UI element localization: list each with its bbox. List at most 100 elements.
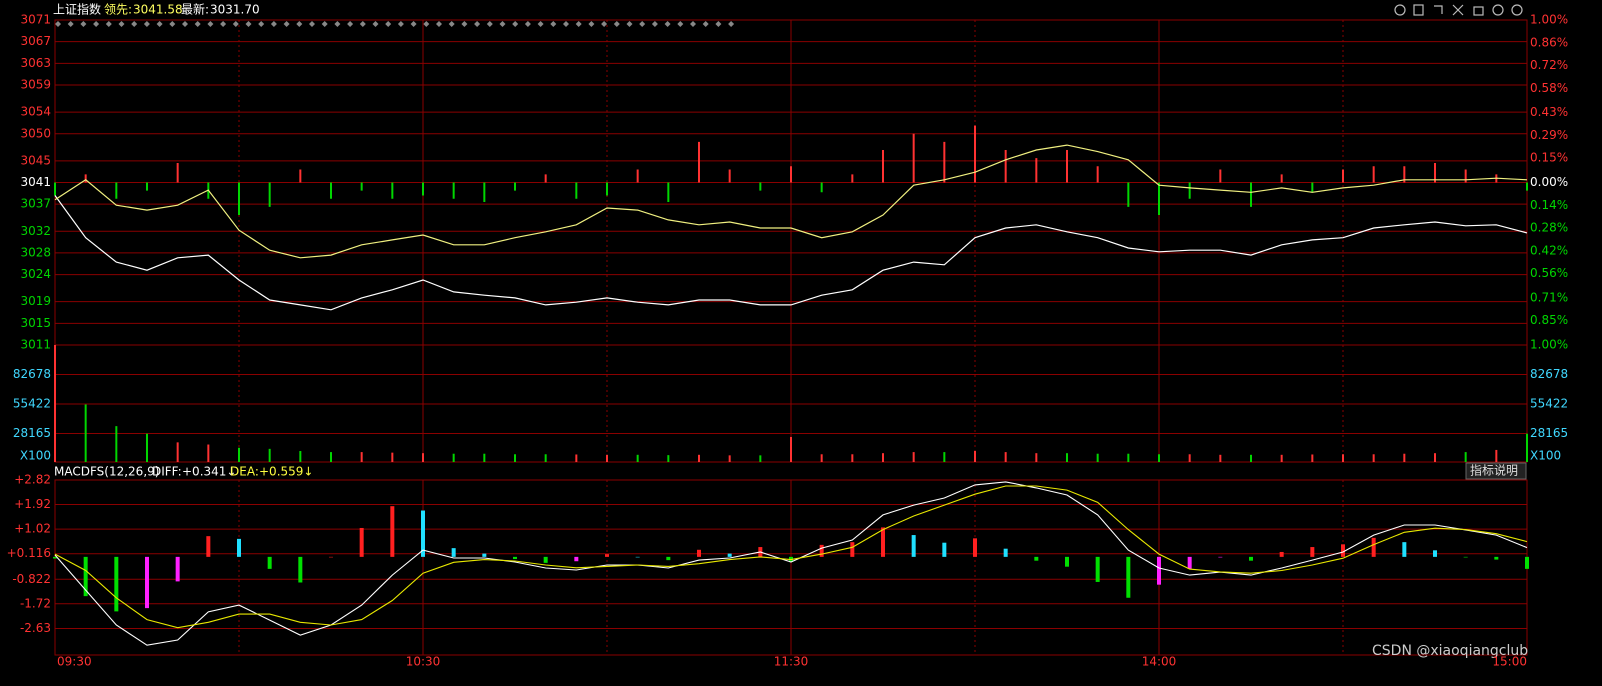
button-label[interactable]: 指标说明 <box>1470 463 1518 478</box>
macd-histogram-bar <box>850 542 855 557</box>
lead-bar <box>606 182 608 196</box>
lead-bar <box>1464 169 1467 183</box>
icon[interactable] <box>1413 4 1424 16</box>
macd-histogram-bar <box>1065 556 1069 567</box>
marker-diamond <box>169 21 176 27</box>
y2-tick-label: 0.72% <box>1530 58 1568 72</box>
y-tick-label: 3037 <box>20 197 51 211</box>
icon[interactable] <box>1434 5 1443 14</box>
indicator-button[interactable]: 指标说明 <box>1465 462 1527 480</box>
marker-diamond <box>448 21 455 27</box>
lead-bar <box>115 182 118 199</box>
macd-tick-label: +0.116 <box>7 546 51 560</box>
y2-tick-label: 0.42% <box>1530 243 1568 257</box>
lead-bar <box>1219 169 1222 183</box>
lead-bar <box>84 174 87 183</box>
lead-value: 3041.58 <box>133 3 183 17</box>
lead-bar <box>1004 150 1007 183</box>
macd-tick-label: -2.63 <box>20 621 51 635</box>
marker-diamond <box>67 21 74 27</box>
volume-bar <box>882 453 884 462</box>
volume-bar <box>238 447 240 462</box>
y-tick-label: 3067 <box>20 34 51 48</box>
volume-bar <box>1311 454 1314 462</box>
lead-bar <box>1066 150 1068 183</box>
icon[interactable] <box>1452 4 1464 16</box>
volume-bar <box>176 442 179 462</box>
y2-tick-label: 0.29% <box>1530 128 1568 142</box>
lead-bar <box>820 182 823 193</box>
volume-tick-label: 82678 <box>13 367 51 381</box>
latest-label: 最新: <box>181 2 209 17</box>
button-box[interactable] <box>1465 462 1527 480</box>
volume-bar <box>391 452 394 462</box>
lead-bar <box>1434 163 1436 183</box>
lead-bar <box>974 125 976 183</box>
macd-tick-label: -0.822 <box>12 572 51 586</box>
lead-bar <box>667 182 670 202</box>
marker-diamond <box>385 21 392 27</box>
marker-diamond <box>258 21 265 27</box>
x-tick-label: 09:30 <box>57 655 92 669</box>
volume-bar <box>1342 454 1344 462</box>
lead-bar <box>176 163 179 183</box>
y-tick-label: 3019 <box>20 294 51 308</box>
volume-bar <box>1127 453 1130 462</box>
macd-histogram-bar <box>451 548 456 557</box>
macd-histogram-bar <box>666 556 671 561</box>
volume-bar <box>360 452 363 462</box>
lead-bar <box>1280 174 1283 183</box>
marker-diamond <box>245 21 252 27</box>
icon[interactable] <box>1511 4 1523 16</box>
y-tick-label: 3054 <box>20 105 51 119</box>
y2-tick-label: 0.15% <box>1530 151 1568 165</box>
lead-bar <box>1311 182 1314 193</box>
volume-bar <box>1372 454 1375 462</box>
volume-unit: X100 <box>20 449 51 463</box>
macd-histogram-bar <box>1310 547 1315 557</box>
icon[interactable] <box>1394 4 1406 16</box>
icon[interactable] <box>1473 6 1484 16</box>
volume-bar <box>207 444 210 462</box>
volume-bar <box>146 433 148 462</box>
icon[interactable] <box>1492 4 1504 16</box>
lead-bar <box>146 182 148 191</box>
lead-bar <box>360 182 363 191</box>
toolbar-icons <box>1394 4 1523 16</box>
macd-histogram-bar <box>819 544 824 557</box>
diff-value: +0.341↓ <box>182 465 236 479</box>
volume-bar <box>452 453 455 462</box>
marker-diamond <box>423 21 430 27</box>
marker-diamond <box>677 21 684 27</box>
macd-histogram-bar <box>605 554 609 557</box>
volume-bar <box>1096 453 1099 462</box>
macd-histogram-bar <box>635 556 640 558</box>
volume-bar <box>759 455 762 462</box>
marker-diamond <box>690 21 696 27</box>
volume-bar <box>330 452 332 462</box>
volume-bar <box>84 404 87 462</box>
volume-bar <box>912 452 915 462</box>
lead-bar <box>698 141 700 183</box>
marker-diamond <box>143 21 150 27</box>
volume-bar <box>422 453 424 462</box>
header: 上证指数 领先: 3041.58 最新: 3031.70 <box>53 2 260 17</box>
macd-histogram-bar <box>942 542 947 557</box>
marker-diamond <box>118 21 125 27</box>
macd-histogram-bar <box>1463 556 1468 558</box>
macd-histogram-bar <box>1095 556 1100 582</box>
volume-bar <box>1403 453 1406 462</box>
marker-diamond <box>131 21 138 27</box>
marker-diamond <box>626 21 633 27</box>
marker-diamond <box>80 21 87 27</box>
diff-label: DIFF: <box>152 465 182 479</box>
macd-histogram-bar <box>1003 548 1008 557</box>
y2-tick-label: 0.86% <box>1530 35 1568 49</box>
marker-diamond <box>220 21 227 27</box>
index-name: 上证指数 <box>53 2 101 17</box>
marker-diamond <box>601 21 608 27</box>
volume-bar <box>943 452 946 462</box>
marker-diamond <box>436 21 442 27</box>
volume-bar <box>667 455 670 462</box>
